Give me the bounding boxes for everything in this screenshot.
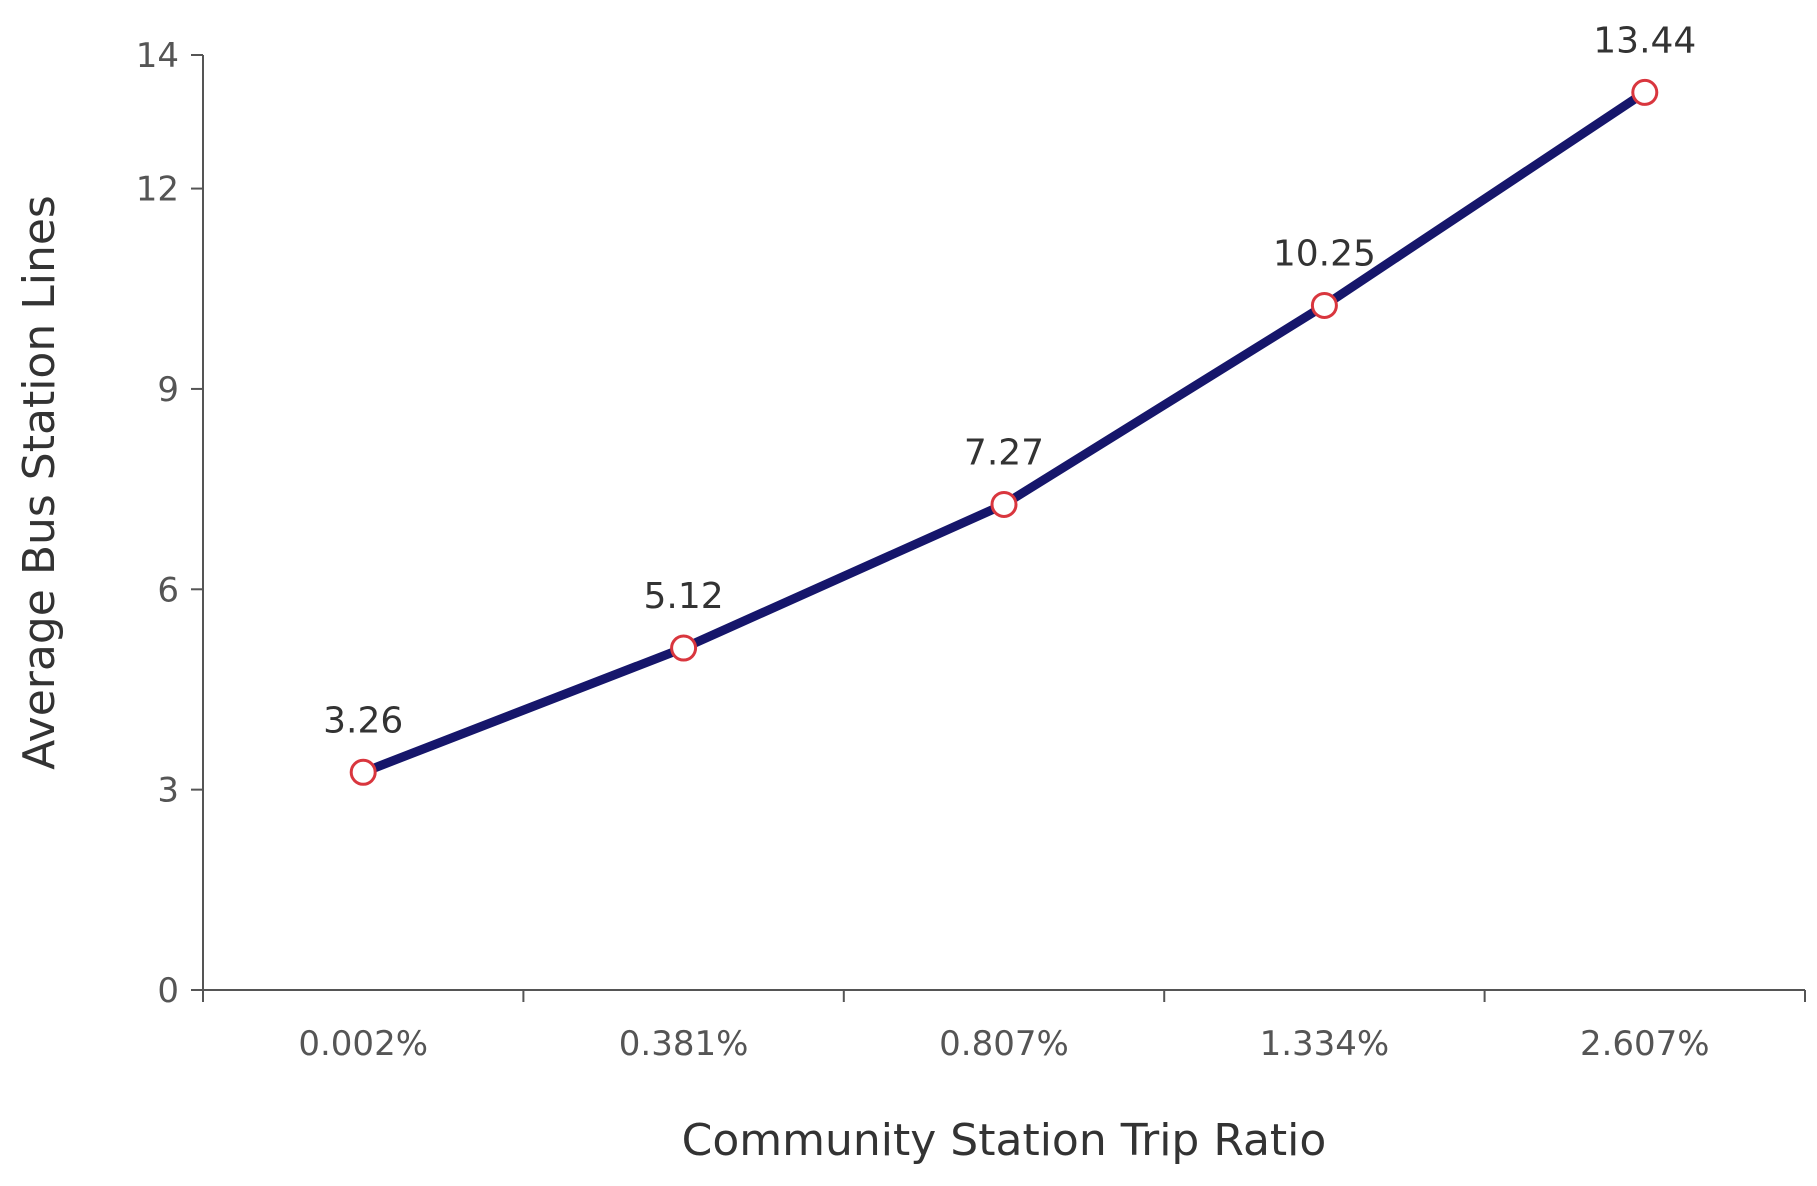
x-tick-label: 0.807% — [939, 1024, 1069, 1064]
data-point[interactable] — [349, 758, 377, 786]
x-tick-label: 0.002% — [298, 1024, 428, 1064]
data-point[interactable] — [990, 490, 1018, 518]
y-tick-label: 12 — [136, 170, 179, 210]
y-tick-label: 0 — [157, 971, 179, 1011]
data-label: 10.25 — [1273, 233, 1376, 274]
y-axis-title: Average Bus Station Lines — [14, 195, 65, 770]
y-tick-label: 3 — [157, 771, 179, 811]
data-label: 7.27 — [964, 432, 1044, 473]
y-tick-label: 9 — [157, 370, 179, 410]
data-point[interactable] — [1310, 291, 1338, 319]
y-tick-label: 14 — [136, 36, 179, 76]
data-point[interactable] — [1631, 78, 1659, 106]
data-label: 3.26 — [323, 700, 403, 741]
x-axis-ticks: 0.002% 0.381% 0.807% 1.334% 2.607% — [202, 990, 1806, 1064]
x-tick-label: 2.607% — [1580, 1024, 1710, 1064]
data-point[interactable] — [670, 634, 698, 662]
y-axis-ticks: 0 3 6 9 12 14 — [136, 36, 203, 1011]
axes — [202, 55, 1805, 991]
y-tick-label: 6 — [157, 570, 179, 610]
x-tick-label: 0.381% — [619, 1024, 749, 1064]
x-tick-label: 1.334% — [1260, 1024, 1390, 1064]
x-axis-title: Community Station Trip Ratio — [682, 1115, 1327, 1166]
data-label: 5.12 — [644, 576, 724, 617]
data-labels: 3.26 5.12 7.27 10.25 13.44 — [323, 20, 1696, 741]
series-layer — [349, 78, 1659, 786]
data-label: 13.44 — [1593, 20, 1696, 61]
